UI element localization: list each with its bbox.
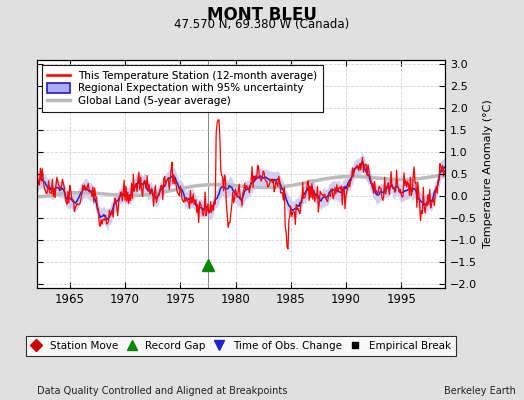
Text: Data Quality Controlled and Aligned at Breakpoints: Data Quality Controlled and Aligned at B… (37, 386, 287, 396)
Text: 47.570 N, 69.380 W (Canada): 47.570 N, 69.380 W (Canada) (174, 18, 350, 31)
Legend: Station Move, Record Gap, Time of Obs. Change, Empirical Break: Station Move, Record Gap, Time of Obs. C… (26, 336, 456, 356)
Text: MONT BLEU: MONT BLEU (207, 6, 317, 24)
Y-axis label: Temperature Anomaly (°C): Temperature Anomaly (°C) (483, 100, 493, 248)
Legend: This Temperature Station (12-month average), Regional Expectation with 95% uncer: This Temperature Station (12-month avera… (42, 65, 323, 112)
Text: Berkeley Earth: Berkeley Earth (444, 386, 516, 396)
